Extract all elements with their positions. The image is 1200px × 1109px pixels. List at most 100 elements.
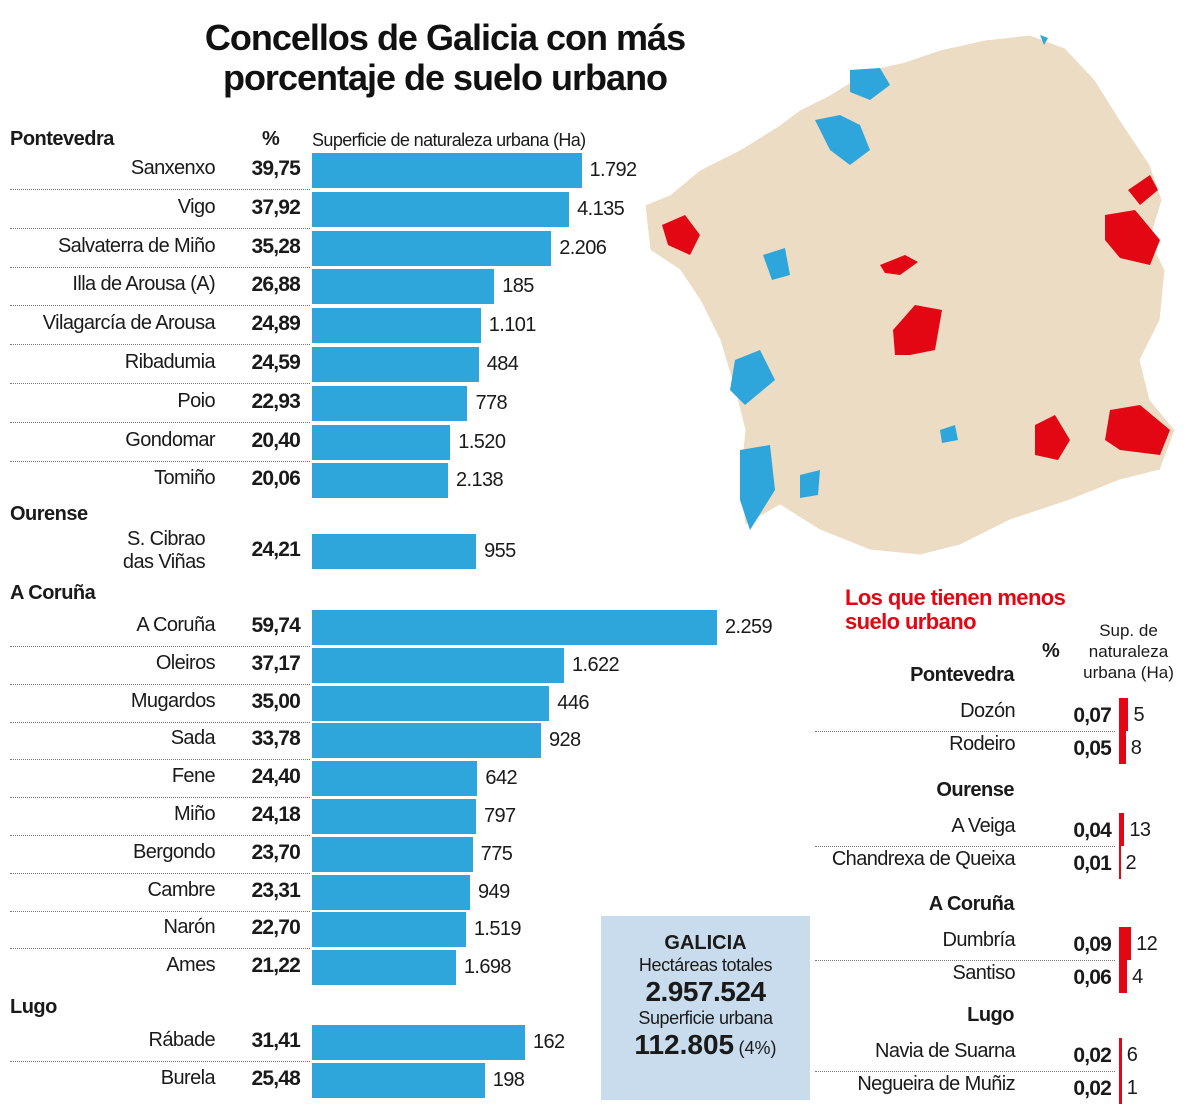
municipality-name: Vilagarcía de Arousa: [42, 312, 216, 335]
pct-value: 0,05: [1073, 737, 1111, 760]
municipality-name: Sada: [170, 727, 216, 750]
ha-value: 185: [502, 275, 534, 298]
ha-value: 955: [484, 540, 516, 562]
row-divider: [10, 683, 310, 685]
row-divider: [815, 960, 1115, 961]
municipality-name: Dozón: [960, 700, 1015, 722]
map-area-high: [1040, 35, 1048, 45]
municipality-name: A Coruña: [136, 614, 215, 636]
pct-value: 24,59: [251, 351, 300, 374]
municipality-name: Poio: [177, 389, 215, 412]
bar: [312, 1063, 485, 1098]
ha-value: 162: [532, 1031, 565, 1053]
bar: [312, 347, 479, 382]
pct-header: %: [262, 128, 280, 150]
municipality-name: das Viñas: [122, 551, 206, 573]
map-area-high: [740, 445, 775, 530]
galicia-summary-box: GALICIA Hectáreas totales 2.957.524 Supe…: [601, 916, 810, 1100]
ha-value: 1.622: [572, 653, 620, 676]
galicia-map: [644, 34, 1176, 556]
map-area-low: [1128, 175, 1158, 205]
municipality-name: Dumbría: [942, 929, 1016, 951]
ha-value: 797: [483, 805, 516, 827]
row-divider: [10, 344, 310, 346]
municipality-name: Miño: [174, 803, 216, 825]
ha-value: 446: [557, 691, 589, 714]
summary-label: GALICIA: [664, 932, 747, 954]
ha-value: 13: [1129, 819, 1151, 841]
map-area-low: [662, 215, 700, 255]
row-divider: [815, 846, 1115, 847]
row-divider: [815, 1071, 1115, 1072]
municipality-name: Ames: [166, 954, 215, 977]
pct-value: 20,40: [251, 428, 300, 452]
municipality-name: Vigo: [177, 195, 216, 218]
pct-value: 0,07: [1073, 704, 1111, 727]
municipality-name: S. Cibrao: [127, 528, 206, 550]
pct-value: 0,02: [1073, 1044, 1111, 1067]
row-divider: [10, 305, 310, 307]
pct-value: 0,06: [1073, 966, 1111, 989]
bar: [312, 761, 478, 797]
municipality-name: Illa de Arousa (A): [72, 273, 215, 296]
row-divider: [10, 227, 310, 229]
ha-value: 949: [478, 880, 510, 903]
municipality-name: Salvaterra de Miño: [57, 234, 216, 257]
municipality-name: Narón: [163, 916, 216, 939]
municipality-name: Gondomar: [125, 428, 215, 451]
province-header: A Coruña: [928, 893, 1015, 915]
pct-value: 21,22: [251, 954, 300, 978]
pct-value: 20,06: [251, 467, 300, 491]
bar: [1119, 846, 1121, 879]
row-divider: [10, 266, 310, 268]
pct-value: 22,93: [251, 389, 300, 413]
map-area-high: [850, 68, 890, 100]
ha-value: 1.101: [488, 314, 537, 337]
bar: [312, 912, 466, 948]
bar: [312, 308, 481, 344]
province-header: Pontevedra: [10, 128, 114, 150]
row-divider: [10, 721, 310, 723]
pct-value: 24,89: [251, 312, 300, 336]
ha-value: 2.259: [725, 616, 773, 638]
ha-value: 5: [1133, 704, 1144, 726]
low-urban-title: Los que tienen menos suelo urbano: [845, 585, 1066, 634]
pct-value: 24,18: [251, 803, 300, 826]
ha-value: 1.519: [473, 918, 522, 941]
row-divider: [10, 835, 310, 836]
bar: [1119, 813, 1125, 846]
ha-value: 4.135: [577, 197, 625, 220]
pct-value: 35,28: [251, 234, 300, 258]
municipality-name: Mugardos: [130, 689, 216, 712]
municipality-name: Ribadumia: [124, 351, 216, 373]
municipality-name: Rodeiro: [949, 733, 1015, 755]
summary-total: 2.957.524: [645, 976, 766, 1007]
pct-value: 59,74: [251, 614, 300, 637]
low-value-header: Sup. de naturaleza urbana (Ha): [1083, 621, 1174, 682]
pct-value: 24,40: [251, 765, 300, 789]
municipality-name: Negueira de Muñiz: [857, 1073, 1015, 1095]
pct-value: 37,17: [251, 651, 300, 675]
summary-urban-label: Superficie urbana: [638, 1008, 773, 1028]
municipality-name: Tomiño: [154, 467, 215, 490]
low-title-line-1: Los que tienen menos: [845, 585, 1066, 610]
row-divider: [10, 460, 310, 462]
pct-value: 37,92: [251, 195, 300, 219]
province-header: Lugo: [967, 1004, 1014, 1026]
row-divider: [10, 189, 310, 190]
municipality-name: Chandrexa de Queixa: [831, 848, 1016, 870]
ha-value: 2.206: [559, 236, 607, 259]
province-header: Pontevedra: [910, 664, 1014, 686]
ha-value: 2: [1125, 852, 1137, 874]
map-area-low: [1035, 415, 1070, 460]
bar: [1119, 927, 1132, 960]
bar: [312, 385, 468, 421]
ha-value: 484: [486, 353, 519, 375]
pct-value: 24,21: [251, 538, 300, 561]
ha-value: 8: [1130, 737, 1142, 759]
ha-value: 1.520: [458, 430, 506, 453]
pct-value: 0,02: [1073, 1077, 1111, 1100]
title-line-1: Concellos de Galicia con más: [204, 17, 686, 58]
low-pct-header: %: [1042, 640, 1060, 662]
bar: [1119, 1071, 1122, 1104]
